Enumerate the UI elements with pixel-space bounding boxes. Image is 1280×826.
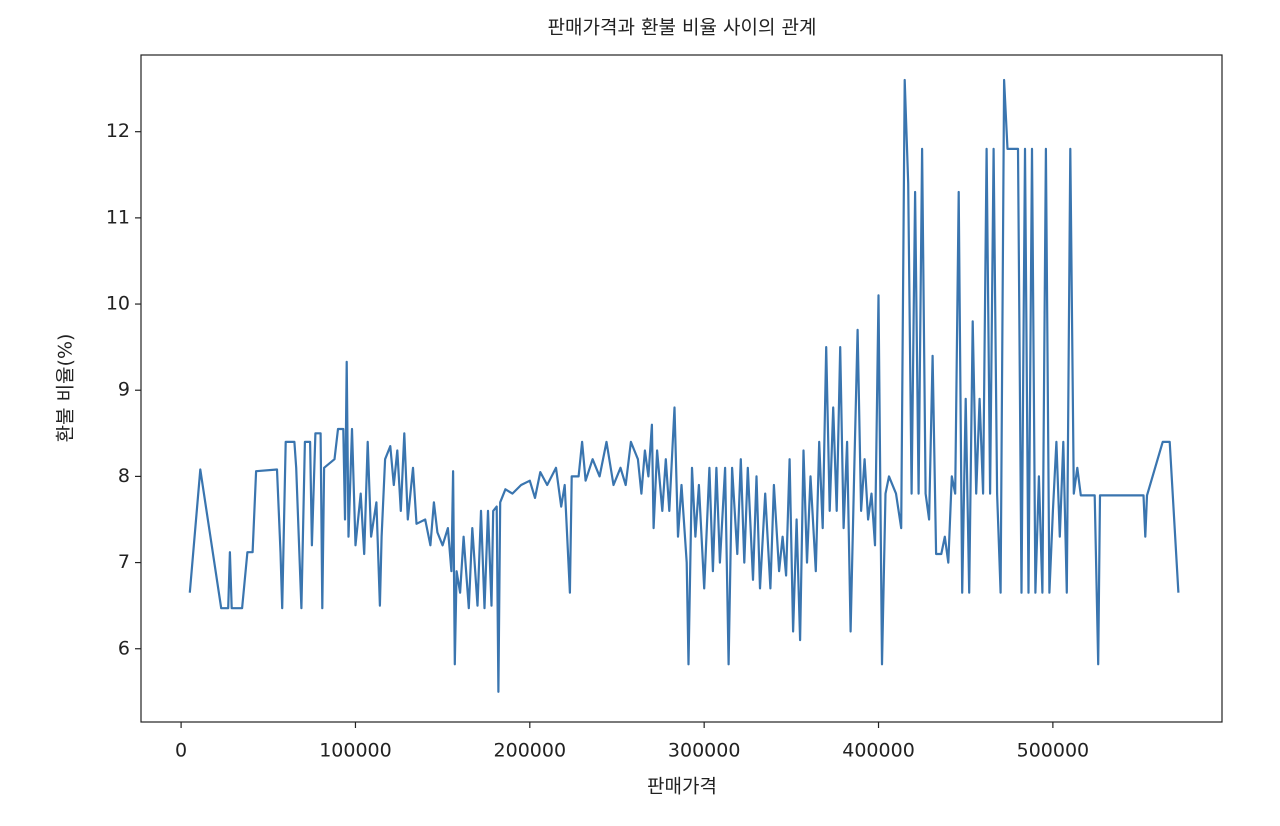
y-tick-label: 10 [106, 293, 130, 315]
data-line [188, 78, 1180, 693]
y-tick-label: 7 [118, 551, 130, 573]
x-tick-label: 100000 [319, 740, 392, 762]
y-tick-label: 12 [106, 120, 130, 142]
y-tick-label: 11 [106, 206, 130, 228]
y-tick-label: 8 [118, 465, 130, 487]
y-tick-label: 9 [118, 379, 130, 401]
x-axis-label: 판매가격 [647, 776, 717, 798]
x-tick-label: 500000 [1017, 740, 1090, 762]
plot-frame [140, 54, 1223, 723]
chart-title: 판매가격과 환불 비율 사이의 관계 [548, 17, 817, 39]
x-tick-label: 300000 [668, 740, 741, 762]
y-tick-label: 6 [118, 637, 130, 659]
x-tick-label: 400000 [842, 740, 915, 762]
x-tick-label: 0 [175, 740, 187, 762]
x-tick-label: 200000 [494, 740, 567, 762]
y-axis-label: 환불 비율(%) [55, 334, 77, 443]
